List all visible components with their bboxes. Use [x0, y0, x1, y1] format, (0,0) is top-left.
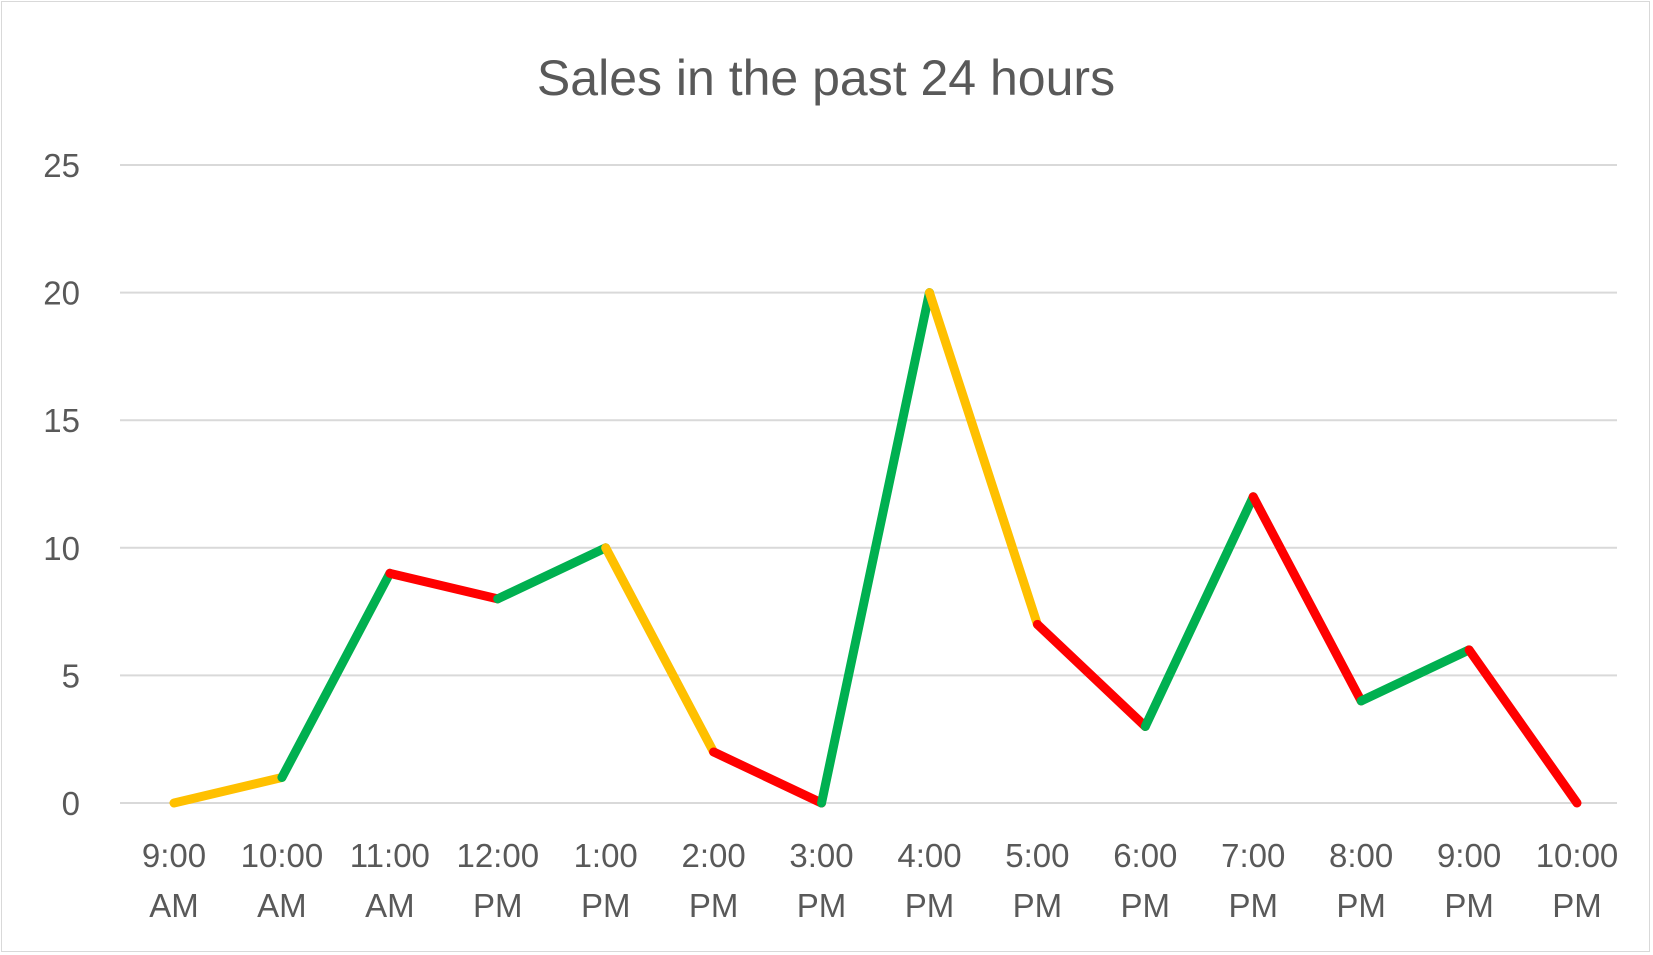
line-segment: [493, 543, 611, 604]
x-tick-label: 1:00 PM: [574, 837, 638, 924]
x-tick-time: 12:00: [456, 837, 539, 874]
y-tick-label: 25: [43, 147, 80, 184]
x-tick-label: 9:00 PM: [1437, 837, 1501, 924]
chart-title: Sales in the past 24 hours: [537, 50, 1115, 106]
line-segment: [601, 543, 719, 757]
x-tick-label: 2:00 PM: [681, 837, 745, 924]
x-tick-label: 9:00 AM: [142, 837, 206, 924]
x-tick-label: 4:00 PM: [897, 837, 961, 924]
x-tick-time: 7:00: [1221, 837, 1285, 874]
x-tick-period: PM: [1013, 887, 1063, 924]
x-tick-period: AM: [365, 887, 415, 924]
y-tick-label: 10: [43, 530, 80, 567]
line-segment: [1140, 492, 1258, 731]
x-tick-period: PM: [473, 887, 523, 924]
x-tick-time: 10:00: [1536, 837, 1619, 874]
y-tick-label: 0: [62, 785, 80, 822]
gridlines: [120, 164, 1617, 804]
x-tick-time: 3:00: [789, 837, 853, 874]
y-tick-label: 20: [43, 275, 80, 312]
line-segment: [277, 568, 395, 782]
x-tick-period: AM: [257, 887, 307, 924]
line-segment: [385, 568, 503, 604]
x-tick-label: 10:00 AM: [241, 837, 324, 924]
x-tick-label: 5:00 PM: [1005, 837, 1069, 924]
x-tick-time: 11:00: [350, 837, 430, 874]
sales-series: [169, 288, 1582, 808]
x-tick-period: AM: [149, 887, 199, 924]
line-segment: [1032, 619, 1150, 731]
x-tick-label: 3:00 PM: [789, 837, 853, 924]
x-tick-time: 10:00: [241, 837, 324, 874]
x-tick-label: 6:00 PM: [1113, 837, 1177, 924]
x-tick-period: PM: [581, 887, 631, 924]
x-tick-period: PM: [1552, 887, 1602, 924]
x-tick-period: PM: [1444, 887, 1494, 924]
x-tick-period: PM: [1336, 887, 1386, 924]
line-segment: [817, 288, 934, 808]
x-tick-time: 9:00: [1437, 837, 1501, 874]
x-tick-label: 8:00 PM: [1329, 837, 1393, 924]
x-tick-period: PM: [1228, 887, 1278, 924]
line-segment: [169, 772, 287, 808]
x-tick-period: PM: [689, 887, 739, 924]
y-axis-tick-labels: 0 5 10 15 20 25: [43, 147, 80, 822]
y-tick-label: 5: [62, 657, 80, 694]
x-tick-time: 9:00: [142, 837, 206, 874]
x-tick-time: 2:00: [681, 837, 745, 874]
y-tick-label: 15: [43, 402, 80, 439]
x-tick-period: PM: [797, 887, 847, 924]
x-tick-label: 11:00 AM: [350, 837, 430, 924]
x-tick-time: 4:00: [897, 837, 961, 874]
line-segment: [709, 747, 827, 808]
x-tick-time: 8:00: [1329, 837, 1393, 874]
x-tick-time: 6:00: [1113, 837, 1177, 874]
x-tick-label: 10:00 PM: [1536, 837, 1619, 924]
x-tick-time: 1:00: [574, 837, 638, 874]
line-segment: [1464, 645, 1582, 808]
x-tick-label: 7:00 PM: [1221, 837, 1285, 924]
line-segment: [1248, 492, 1366, 706]
x-tick-period: PM: [905, 887, 955, 924]
x-tick-time: 5:00: [1005, 837, 1069, 874]
x-tick-label: 12:00 PM: [456, 837, 539, 924]
line-segment: [924, 288, 1042, 629]
x-tick-period: PM: [1121, 887, 1171, 924]
line-segment: [1356, 645, 1474, 706]
